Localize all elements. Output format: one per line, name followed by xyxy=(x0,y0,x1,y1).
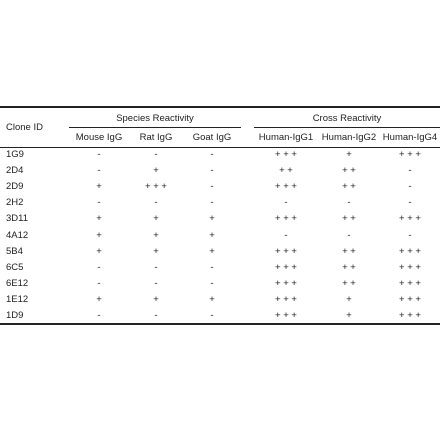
clone-id-header: Clone ID xyxy=(6,122,43,133)
cross-reactivity-header: Cross Reactivity xyxy=(312,113,382,124)
clone-id-cell: 1D9 xyxy=(6,310,24,321)
reactivity-value-cell: + + + xyxy=(275,277,297,289)
reactivity-value-cell: + xyxy=(96,245,102,257)
reactivity-value-cell: + + + xyxy=(399,245,421,257)
reactivity-value-cell: - xyxy=(210,277,214,289)
clone-id-cell: 3D11 xyxy=(6,213,29,225)
reactivity-value-cell: - xyxy=(154,149,158,160)
reactivity-value-cell: - xyxy=(284,197,288,209)
column-header-human-igg4: Human-IgG4 xyxy=(382,132,438,143)
reactivity-value-cell: + xyxy=(153,229,159,241)
clone-id-cell: 4A12 xyxy=(6,229,29,241)
column-header-rat-igg: Rat IgG xyxy=(139,132,173,143)
column-header-mouse-igg: Mouse IgG xyxy=(75,132,123,143)
reactivity-value-cell: - xyxy=(210,197,214,209)
reactivity-value-cell: + xyxy=(209,245,215,257)
reactivity-value-cell: + + xyxy=(342,245,356,257)
reactivity-value-cell: + + + xyxy=(399,310,421,321)
reactivity-value-cell: + + + xyxy=(275,293,297,305)
reactivity-value-cell: - xyxy=(408,229,412,241)
reactivity-value-cell: - xyxy=(97,149,101,160)
reactivity-value-cell: - xyxy=(97,165,101,177)
reactivity-value-cell: - xyxy=(97,197,101,209)
reactivity-value-cell: - xyxy=(210,149,214,160)
cross-group-rule xyxy=(254,127,440,128)
reactivity-value-cell: - xyxy=(154,261,158,273)
reactivity-value-cell: + xyxy=(153,213,159,225)
reactivity-value-cell: + + + xyxy=(145,181,167,193)
reactivity-value-cell: + + xyxy=(342,261,356,273)
reactivity-value-cell: + xyxy=(153,165,159,177)
reactivity-value-cell: + + + xyxy=(275,261,297,273)
clone-id-cell: 1G9 xyxy=(6,149,24,160)
reactivity-value-cell: - xyxy=(408,181,412,193)
reactivity-value-cell: + + + xyxy=(275,310,297,321)
reactivity-value-cell: - xyxy=(210,165,214,177)
reactivity-value-cell: - xyxy=(210,261,214,273)
clone-id-cell: 2D4 xyxy=(6,165,24,177)
reactivity-value-cell: - xyxy=(284,229,288,241)
clone-id-cell: 5B4 xyxy=(6,245,23,257)
reactivity-value-cell: + + xyxy=(342,165,356,177)
reactivity-value-cell: + + xyxy=(342,277,356,289)
table-bottom-rule xyxy=(0,323,440,325)
reactivity-value-cell: + xyxy=(209,293,215,305)
reactivity-value-cell: + + + xyxy=(275,245,297,257)
column-header-human-igg1: Human-IgG1 xyxy=(258,132,314,143)
reactivity-value-cell: + + + xyxy=(399,213,421,225)
reactivity-value-cell: + + + xyxy=(399,261,421,273)
clone-id-cell: 2H2 xyxy=(6,197,24,209)
reactivity-value-cell: + xyxy=(346,293,352,305)
reactivity-value-cell: + + xyxy=(342,213,356,225)
reactivity-value-cell: - xyxy=(154,197,158,209)
reactivity-value-cell: - xyxy=(408,165,412,177)
clone-id-cell: 6C5 xyxy=(6,261,24,273)
column-header-human-igg2: Human-IgG2 xyxy=(321,132,377,143)
reactivity-value-cell: + + xyxy=(279,165,293,177)
reactivity-value-cell: - xyxy=(97,277,101,289)
reactivity-value-cell: + xyxy=(346,149,352,160)
clone-id-cell: 1E12 xyxy=(6,293,29,305)
reactivity-value-cell: + xyxy=(209,229,215,241)
reactivity-value-cell: - xyxy=(210,181,214,193)
reactivity-value-cell: - xyxy=(347,229,351,241)
column-header-goat-igg: Goat IgG xyxy=(192,132,232,143)
reactivity-value-cell: - xyxy=(154,277,158,289)
reactivity-value-cell: + xyxy=(96,181,102,193)
reactivity-value-cell: + xyxy=(153,293,159,305)
clone-id-cell: 2D9 xyxy=(6,181,24,193)
reactivity-value-cell: + xyxy=(96,213,102,225)
reactivity-value-cell: + + + xyxy=(275,149,297,160)
reactivity-value-cell: + xyxy=(346,310,352,321)
reactivity-value-cell: + + + xyxy=(399,293,421,305)
reactivity-value-cell: + + xyxy=(342,181,356,193)
reactivity-value-cell: + xyxy=(153,245,159,257)
reactivity-value-cell: - xyxy=(210,310,214,321)
reactivity-value-cell: - xyxy=(97,310,101,321)
reactivity-value-cell: + xyxy=(209,213,215,225)
species-reactivity-header: Species Reactivity xyxy=(116,113,194,124)
reactivity-value-cell: - xyxy=(97,261,101,273)
species-group-rule xyxy=(69,127,241,128)
reactivity-value-cell: + + + xyxy=(399,277,421,289)
reactivity-value-cell: - xyxy=(347,197,351,209)
reactivity-value-cell: + xyxy=(96,229,102,241)
clone-id-cell: 6E12 xyxy=(6,277,29,289)
reactivity-value-cell: + xyxy=(96,293,102,305)
reactivity-value-cell: - xyxy=(154,310,158,321)
reactivity-value-cell: - xyxy=(408,197,412,209)
reactivity-value-cell: + + + xyxy=(275,181,297,193)
table-top-rule xyxy=(0,106,440,108)
header-rule xyxy=(0,147,440,148)
reactivity-value-cell: + + + xyxy=(275,213,297,225)
reactivity-value-cell: + + + xyxy=(399,149,421,160)
